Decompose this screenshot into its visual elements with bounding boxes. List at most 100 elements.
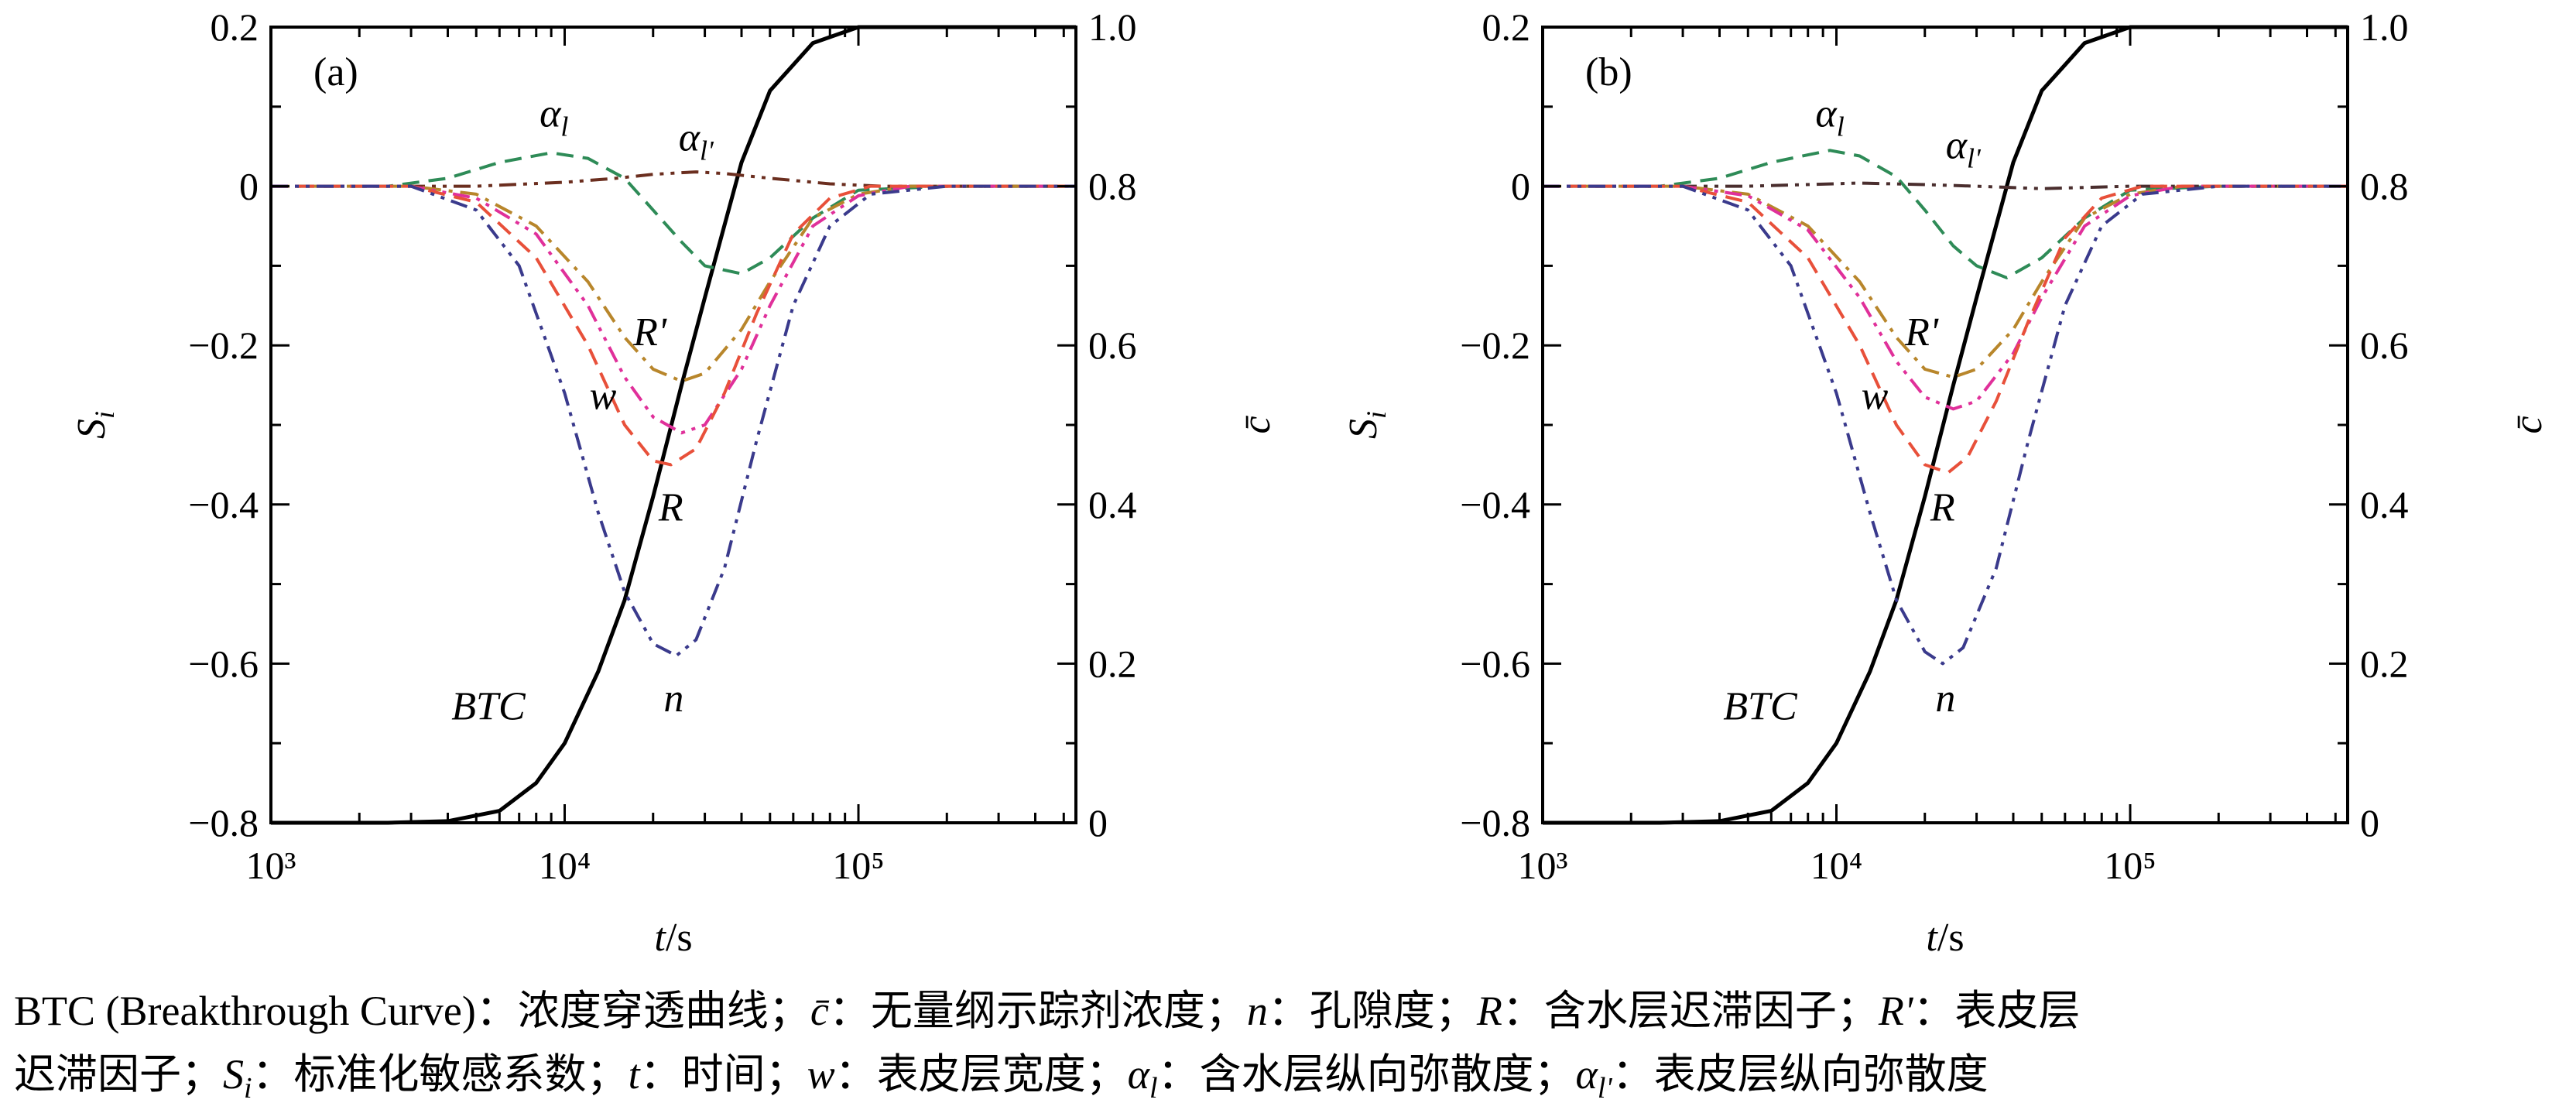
x-tick-label: 10³ [1518,844,1568,887]
y-left-tick-label: −0.4 [188,483,259,526]
y-right-axis-title: c̄ [1235,416,1279,434]
x-tick-label: 10⁴ [1810,844,1862,887]
y-left-tick-label: −0.8 [188,801,259,844]
y-right-tick-label: 0.4 [1088,483,1137,526]
series-line-BTC [1543,25,2348,825]
caption-segment: ：无量纲示踪剂浓度； [828,988,1247,1034]
curve-label: αl' [679,115,714,166]
caption-segment: ：表皮层纵向弥散度 [1612,1051,1989,1098]
series-line-R-prime [271,184,1076,383]
curve-label-main: α [1815,92,1838,136]
x-tick-label: 10⁵ [2104,844,2156,887]
y-right-tick-label: 0.6 [2360,324,2409,367]
curve-label: BTC [1723,684,1798,728]
caption-segment: ：表皮层 [1913,988,2081,1034]
series-line-R [271,184,1076,467]
y-right-tick-label: 0 [1088,801,1108,844]
y-right-tick-label: 0.4 [2360,483,2409,526]
series-line-αl [1543,149,2348,279]
y-left-axis-title-sub: i [1361,411,1392,419]
caption-segment: c̄ [810,988,829,1034]
curve-label-main: α [540,92,562,136]
y-right-tick-label: 1.0 [2360,5,2409,49]
y-left-axis-title-sub: i [89,411,120,419]
x-tick-label: 10³ [246,844,296,887]
series-line-BTC [271,25,1076,825]
y-left-axis-title: Si [70,411,120,439]
caption-segment: ：含水层迟滞因子； [1502,988,1879,1034]
x-tick-label: 10⁴ [539,844,591,887]
caption-segment: l [1149,1071,1158,1105]
y-left-tick-label: −0.8 [1460,801,1530,844]
caption-line-1: BTC (Breakthrough Curve)：浓度穿透曲线；c̄：无量纲示踪… [14,979,2568,1043]
y-left-tick-label: −0.6 [1460,642,1530,685]
caption-segment: ：标准化敏感系数； [252,1051,629,1098]
y-left-axis-title: Si [1341,411,1392,439]
caption-segment: R [1476,988,1502,1034]
caption-segment: α [1575,1051,1598,1098]
curve-label: R' [632,310,667,354]
curve-label: αl [1815,92,1844,142]
caption-segment: R' [1878,988,1913,1034]
y-right-tick-label: 0.8 [1088,165,1137,208]
x-axis-title-var: t [654,916,666,960]
y-left-axis-title-main: S [70,419,114,439]
panel-label: (b) [1585,50,1632,94]
curve-label: n [663,676,683,721]
curve-label: R [658,485,683,529]
caption-segment: α [1127,1051,1149,1098]
y-right-axis-title: c̄ [2506,416,2550,434]
x-axis-title: t/s [1926,916,1964,960]
caption-segment: BTC (Breakthrough Curve)：浓度穿透曲线； [14,988,810,1034]
panel-b: 0.2 0 −0.2 −0.4 −0.6 −0.8 1.0 0.8 0.6 0.4 0.2 0 10³ 1… [1341,5,2550,960]
curve-label-main: α [1946,124,1968,168]
caption-segment: ：时间； [639,1051,807,1098]
y-right-tick-label: 0.8 [2360,165,2409,208]
caption-segment: n [1246,988,1268,1034]
x-axis-title: t/s [654,916,692,960]
y-left-axis-title-main: S [1341,419,1386,439]
series-line-w [1543,184,2348,411]
y-left-tick-label: 0 [1511,165,1530,208]
curve-label: αl [540,92,568,142]
curve-label: w [590,374,617,418]
caption-segment: ：表皮层宽度； [834,1051,1128,1098]
series-line-R [1543,184,2348,474]
y-right-tick-label: 1.0 [1088,5,1137,49]
series-line-n [1543,184,2348,666]
y-left-tick-label: −0.6 [188,642,259,685]
x-axis-title-var: t [1926,916,1938,960]
curve-label-main: α [679,115,701,159]
y-left-tick-label: 0.2 [1482,5,1531,49]
y-left-tick-label: −0.4 [1460,483,1530,526]
series-line-αl-prime [271,170,1076,188]
y-right-tick-label: 0 [2360,801,2379,844]
y-left-tick-label: −0.2 [188,324,259,367]
series-line-αl-prime [1543,181,2348,190]
series-line-αl [271,151,1076,276]
curve-label-sub: l [1837,111,1845,142]
x-tick-label: 10⁵ [832,844,884,887]
curve-label-sub: l [560,111,568,142]
caption-segment: t [628,1051,640,1098]
caption-segment: l' [1597,1071,1612,1105]
series-line-R-prime [1543,184,2348,379]
panel-label: (a) [313,50,358,94]
y-left-tick-label: 0.2 [211,5,259,49]
curve-label: R [1930,485,1955,529]
series-line-w [271,184,1076,435]
y-left-tick-label: 0 [239,165,259,208]
curve-label: R' [1904,310,1939,354]
x-axis-title-unit: /s [666,916,693,960]
y-right-tick-label: 0.2 [1088,642,1137,685]
caption-line-2: 迟滞因子；Si：标准化敏感系数；t：时间；w：表皮层宽度；αl：含水层纵向弥散度… [14,1043,2568,1120]
caption-segment: ：孔隙度； [1267,988,1477,1034]
curve-label: w [1862,374,1889,418]
y-right-tick-label: 0.2 [2360,642,2409,685]
curve-label: αl' [1946,124,1982,174]
curve-label: n [1935,676,1955,721]
y-left-tick-label: −0.2 [1460,324,1530,367]
caption-segment: 迟滞因子； [14,1051,223,1098]
y-right-tick-label: 0.6 [1088,324,1137,367]
curve-label: BTC [451,684,526,728]
